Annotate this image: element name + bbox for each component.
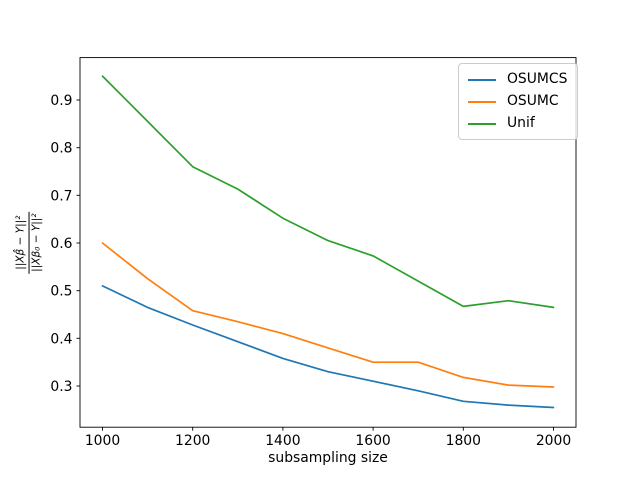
y-tick-label: 0.3 — [50, 379, 72, 395]
legend-line-sample — [468, 78, 496, 81]
x-axis-ticks: 1000 1200 1400 1600 1800 2000 — [85, 427, 571, 449]
y-tick-label: 0.5 — [50, 284, 72, 300]
y-tick-label: 0.7 — [50, 188, 72, 204]
line-osumc — [101, 242, 555, 388]
x-tick-label: 1200 — [175, 433, 210, 449]
x-axis-label: subsampling size — [268, 450, 388, 466]
legend-label: OSUMC — [507, 92, 559, 109]
y-axis-label-numerator: ||Xβ̂ − Y||² — [14, 215, 27, 270]
data-series — [101, 75, 555, 409]
y-axis-label-denominator: ||Xβ₀ − Y||² — [28, 211, 44, 274]
legend-label: Unif — [507, 114, 535, 131]
legend-line-sample — [468, 100, 496, 103]
x-tick-label: 1400 — [265, 433, 300, 449]
x-tick-label: 1800 — [446, 433, 481, 449]
axes-frame — [79, 57, 577, 428]
x-tick-label: 2000 — [536, 433, 571, 449]
legend-item: OSUMC — [468, 94, 567, 109]
y-tick-label: 0.9 — [50, 93, 72, 109]
legend-item: OSUMCS — [468, 72, 567, 87]
y-axis-label-fraction: ||Xβ̂ − Y||² ||Xβ₀ − Y||² — [14, 211, 44, 274]
y-tick-label: 0.4 — [50, 331, 72, 347]
y-axis-label: ||Xβ̂ − Y||² ||Xβ₀ − Y||² — [11, 194, 47, 291]
legend: OSUMCS OSUMC Unif — [458, 63, 579, 140]
y-tick-label: 0.8 — [50, 141, 72, 157]
line-unif — [101, 75, 555, 309]
legend-label: OSUMCS — [507, 70, 568, 87]
x-tick-label: 1600 — [355, 433, 390, 449]
x-tick-label: 1000 — [85, 433, 120, 449]
line-osumcs — [101, 285, 555, 409]
y-tick-label: 0.6 — [50, 236, 72, 252]
y-axis-ticks: 0.3 0.4 0.5 0.6 0.7 0.8 0.9 — [50, 93, 80, 395]
legend-item: Unif — [468, 116, 567, 131]
legend-line-sample — [468, 122, 496, 125]
